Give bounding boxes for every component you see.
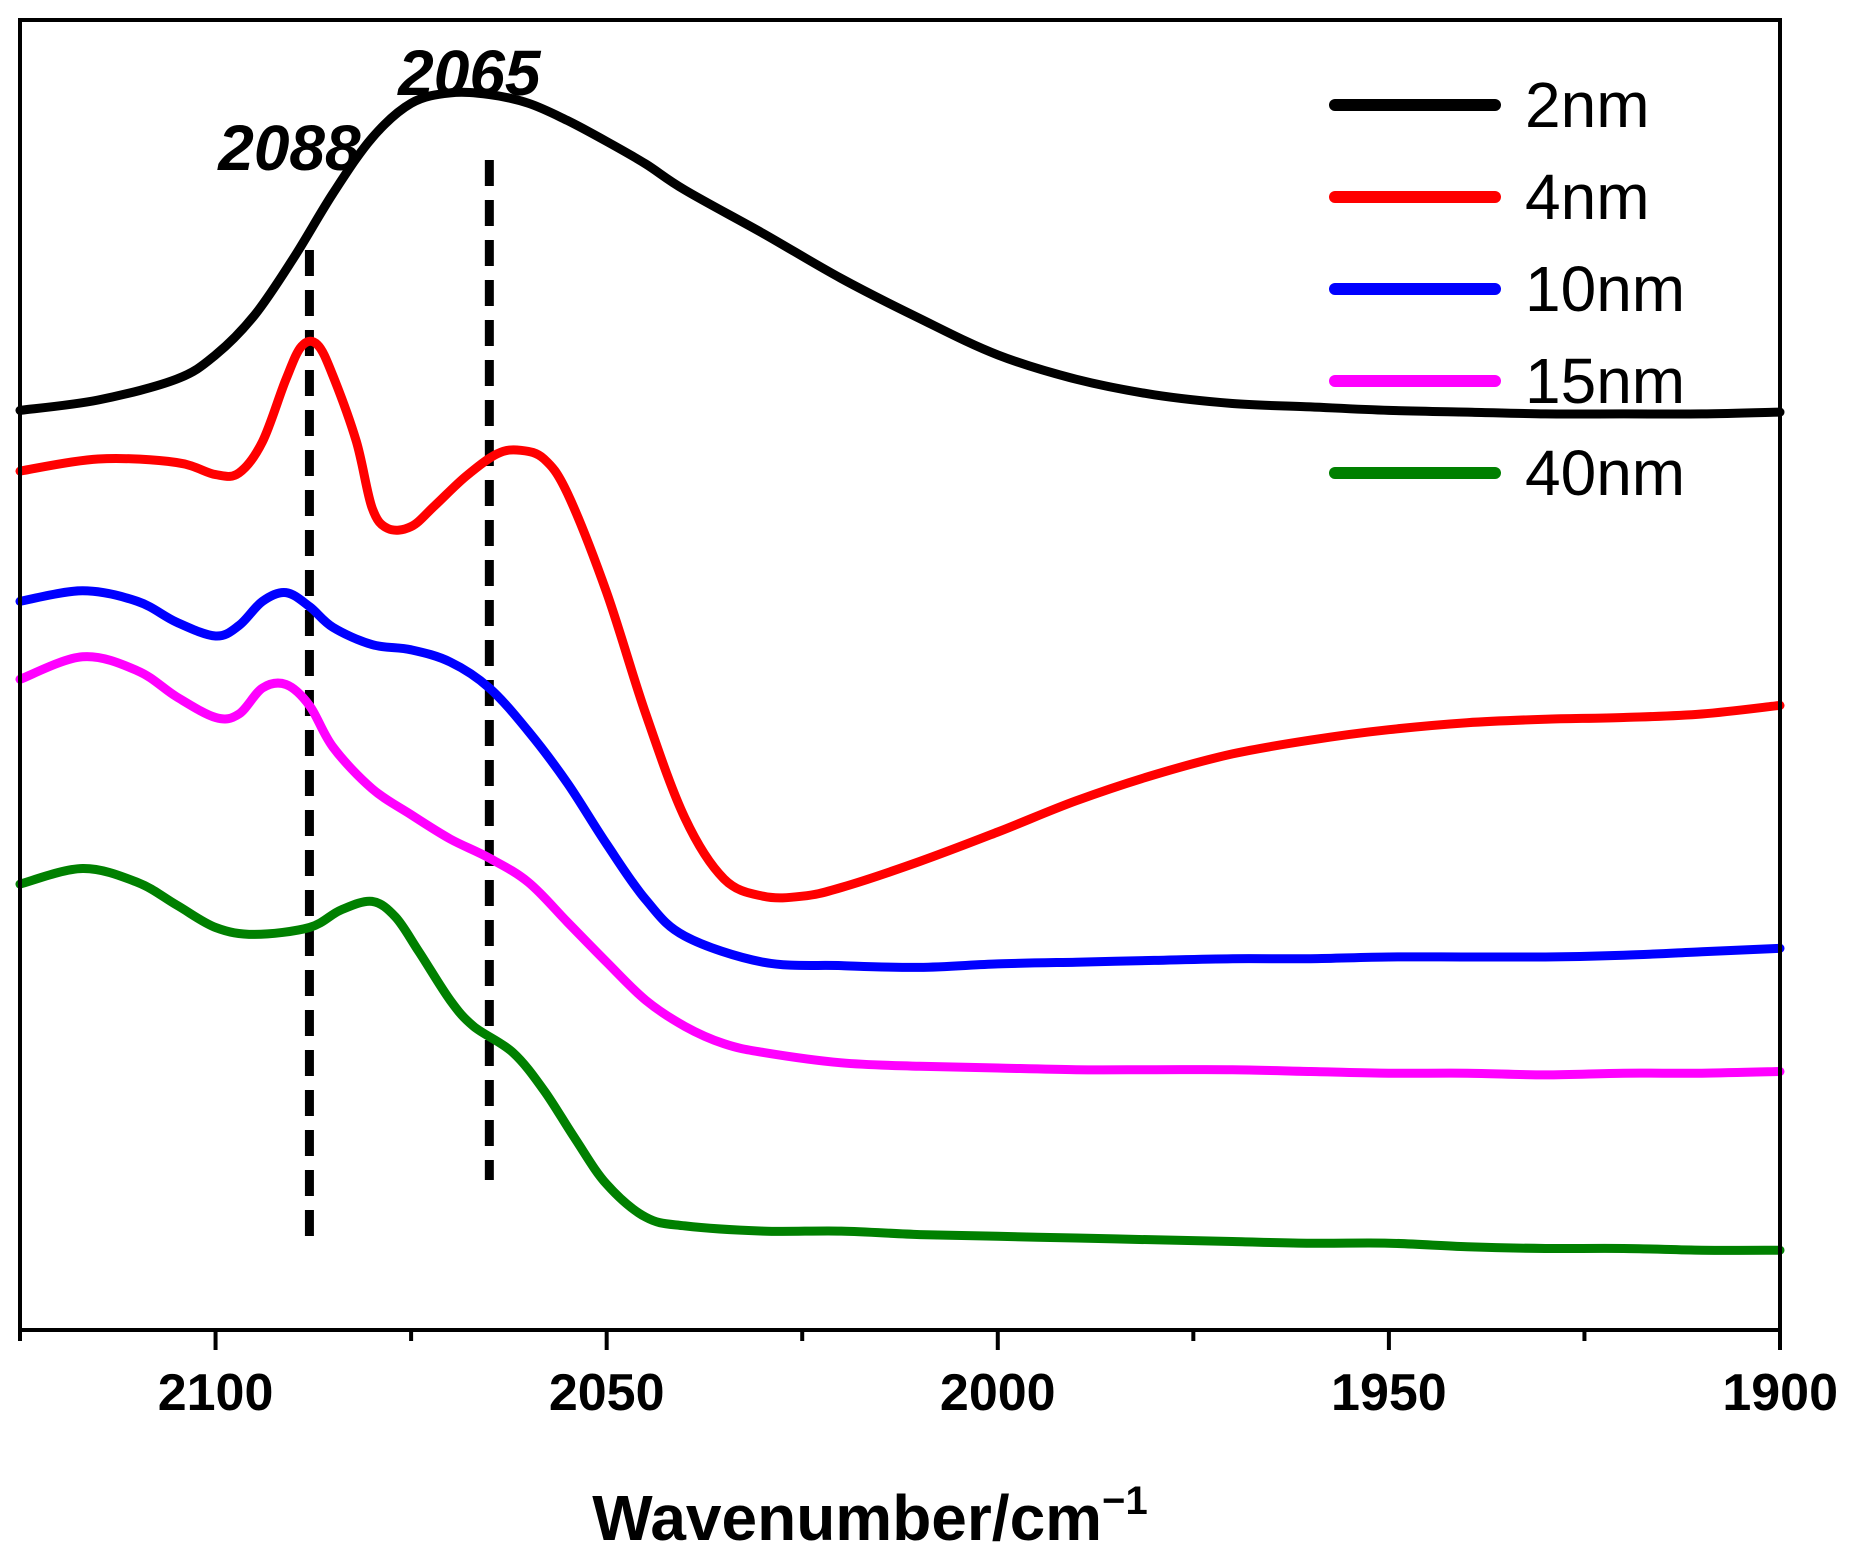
legend-label-4nm: 4nm (1525, 161, 1650, 233)
series-layer (15, 87, 1785, 1255)
annotation-label-2088: 2088 (217, 112, 361, 184)
legend-label-40nm: 40nm (1525, 437, 1685, 509)
x-axis-tick-labels: 2100 2050 2000 1950 1900 (158, 1364, 1838, 1422)
series-line-4nm (15, 336, 1785, 903)
series-line-2nm (15, 87, 1785, 419)
legend-label-2nm: 2nm (1525, 69, 1650, 141)
series-line-40nm (15, 863, 1785, 1255)
x-axis-title-superscript: −1 (1102, 1479, 1148, 1523)
legend-label-10nm: 10nm (1525, 253, 1685, 325)
x-tick-label: 2000 (940, 1364, 1056, 1422)
x-tick-label: 2100 (158, 1364, 274, 1422)
x-axis-title-text: Wavenumber/cm (592, 1482, 1102, 1553)
series-line-10nm (15, 586, 1785, 972)
x-tick-label: 2050 (549, 1364, 665, 1422)
x-tick-label: 1950 (1331, 1364, 1447, 1422)
legend: 2nm 4nm 10nm 15nm 40nm (1329, 69, 1685, 509)
x-tick-label: 1900 (1722, 1364, 1838, 1422)
series-line-15nm (15, 652, 1785, 1080)
x-axis-title: Wavenumber/cm−1 (592, 1479, 1147, 1553)
x-axis-ticks (18, 1330, 1782, 1350)
plot-frame (18, 18, 1782, 1332)
legend-label-15nm: 15nm (1525, 345, 1685, 417)
